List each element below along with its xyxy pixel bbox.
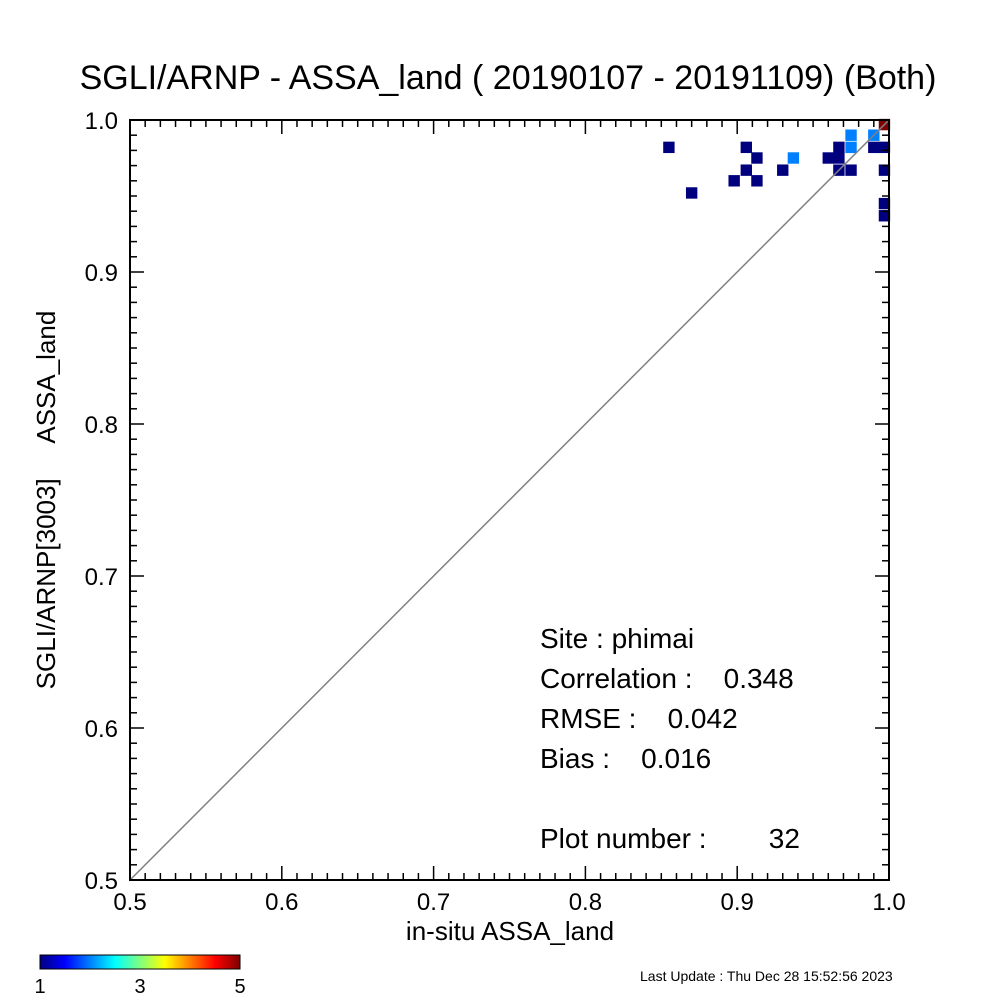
density-cell <box>833 152 845 164</box>
density-cell <box>845 141 857 154</box>
colorbar-gradient <box>39 954 241 970</box>
correlation-text: Correlation : 0.348 <box>540 663 794 694</box>
density-cell <box>685 187 698 199</box>
colorbar: 1 3 5 <box>34 954 246 998</box>
y-tick-label: 1.0 <box>85 108 118 135</box>
density-cell <box>868 141 880 154</box>
density-cell <box>751 152 763 164</box>
identity-line <box>129 119 890 881</box>
density-cell <box>740 164 753 176</box>
y-tick-label: 0.8 <box>85 412 118 439</box>
density-cell <box>740 141 753 154</box>
colorbar-tick-label: 1 <box>34 976 45 998</box>
x-tick-labels: 0.5 0.6 0.7 0.8 0.9 1.0 <box>113 889 905 916</box>
density-cell <box>777 164 789 176</box>
density-cell <box>878 141 891 154</box>
bias-text: Bias : 0.016 <box>540 743 711 774</box>
last-update-text: Last Update : Thu Dec 28 15:52:56 2023 <box>640 968 893 984</box>
y-tick-labels: 0.5 0.6 0.7 0.8 0.9 1.0 <box>85 108 118 895</box>
density-cell <box>845 164 857 176</box>
statistics-box: Site : phimai Correlation : 0.348 RMSE :… <box>540 623 800 854</box>
y-axis-label: SGLI/ARNP[3003] ASSA_land <box>31 311 61 690</box>
x-tick-label: 0.9 <box>721 889 754 916</box>
density-cell <box>787 152 800 164</box>
y-tick-label: 0.9 <box>85 260 118 287</box>
site-text: Site : phimai <box>540 623 694 654</box>
x-tick-label: 1.0 <box>872 889 905 916</box>
y-tick-label: 0.6 <box>85 716 118 743</box>
density-cell <box>751 175 763 187</box>
density-cell <box>845 129 857 141</box>
density-cell <box>833 141 845 154</box>
colorbar-tick-label: 3 <box>134 976 145 998</box>
chart-title: SGLI/ARNP - ASSA_land ( 20190107 - 20191… <box>80 59 937 97</box>
x-tick-label: 0.5 <box>113 889 146 916</box>
x-axis-label: in-situ ASSA_land <box>406 916 614 946</box>
density-cells <box>663 118 891 222</box>
density-cell <box>728 175 740 187</box>
x-tick-label: 0.6 <box>265 889 298 916</box>
y-tick-label: 0.7 <box>85 564 118 591</box>
x-tick-label: 0.8 <box>569 889 602 916</box>
colorbar-tick-label: 5 <box>234 976 245 998</box>
density-cell <box>878 210 891 222</box>
x-tick-label: 0.7 <box>417 889 450 916</box>
density-cell <box>663 141 675 154</box>
plot-number-text: Plot number : 32 <box>540 823 800 854</box>
axis-ticks <box>129 119 890 881</box>
rmse-text: RMSE : 0.042 <box>540 703 738 734</box>
density-cell <box>822 152 834 164</box>
y-tick-label: 0.5 <box>85 868 118 895</box>
density-cell <box>878 197 891 210</box>
density-cell <box>878 164 891 176</box>
